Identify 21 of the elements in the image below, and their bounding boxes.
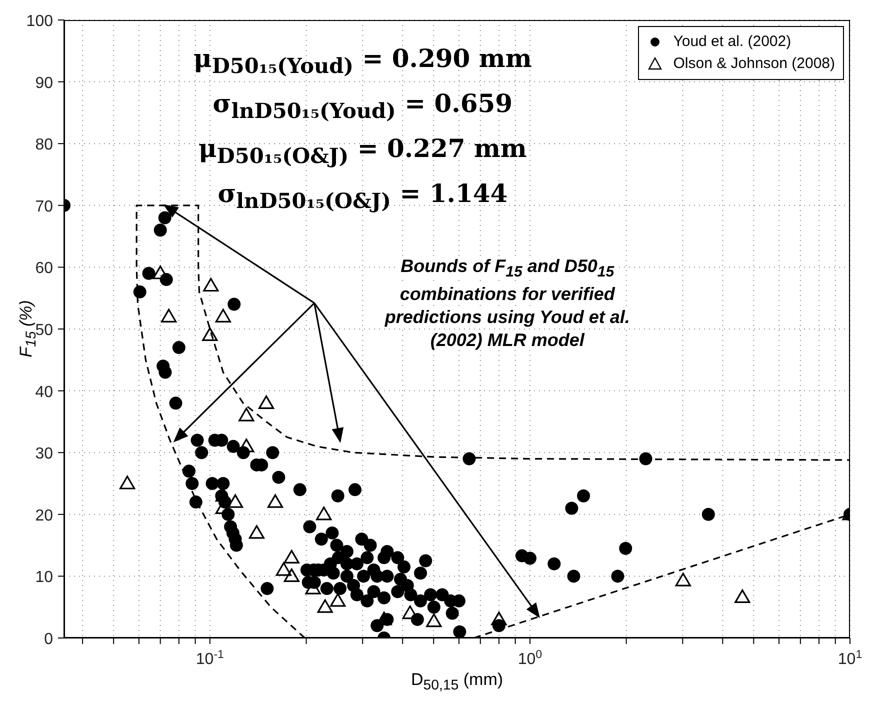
x-tick-label: 10$^{0}$ [518,649,542,668]
y-tick-label: 30 [35,446,54,463]
y-tick-label: 40 [35,384,54,401]
annotation: σ$_{lnD50₁₅(O&J)}$ = 1.144 [216,178,509,215]
x-tick-label: 10$^{-1}$ [196,649,224,668]
x-axis-title: D$_{50,15}$ (mm) [410,670,504,694]
legend-label: Youd et al. (2002) [673,32,792,52]
y-tick-label: 80 [35,136,54,154]
annotation: Bounds of F$_{15}$ and D50$_{15}$ combinations for verified predictions using Youd et al. (2002) MLR model [384,256,631,350]
annotation: μ$_{D50₁₅(Youd)}$ = 0.290 mm [192,43,533,80]
y-tick-label: 10 [35,569,54,586]
annotation: μ$_{D50₁₅(O&J)}$ = 0.227 mm [197,133,528,170]
legend-label: Olson & Johnson (2008) [673,54,835,74]
y-tick-label: 0 [44,631,54,648]
y-tick-label: 60 [35,260,54,278]
x-tick-label: 10$^{1}$ [838,649,862,668]
annotation: σ$_{lnD50₁₅(Youd)}$ = 0.659 [212,88,514,125]
y-tick-label: 20 [35,507,54,524]
y-tick-label: 70 [35,198,54,216]
y-tick-label: 90 [35,74,54,92]
y-tick-label: 100 [26,13,54,30]
